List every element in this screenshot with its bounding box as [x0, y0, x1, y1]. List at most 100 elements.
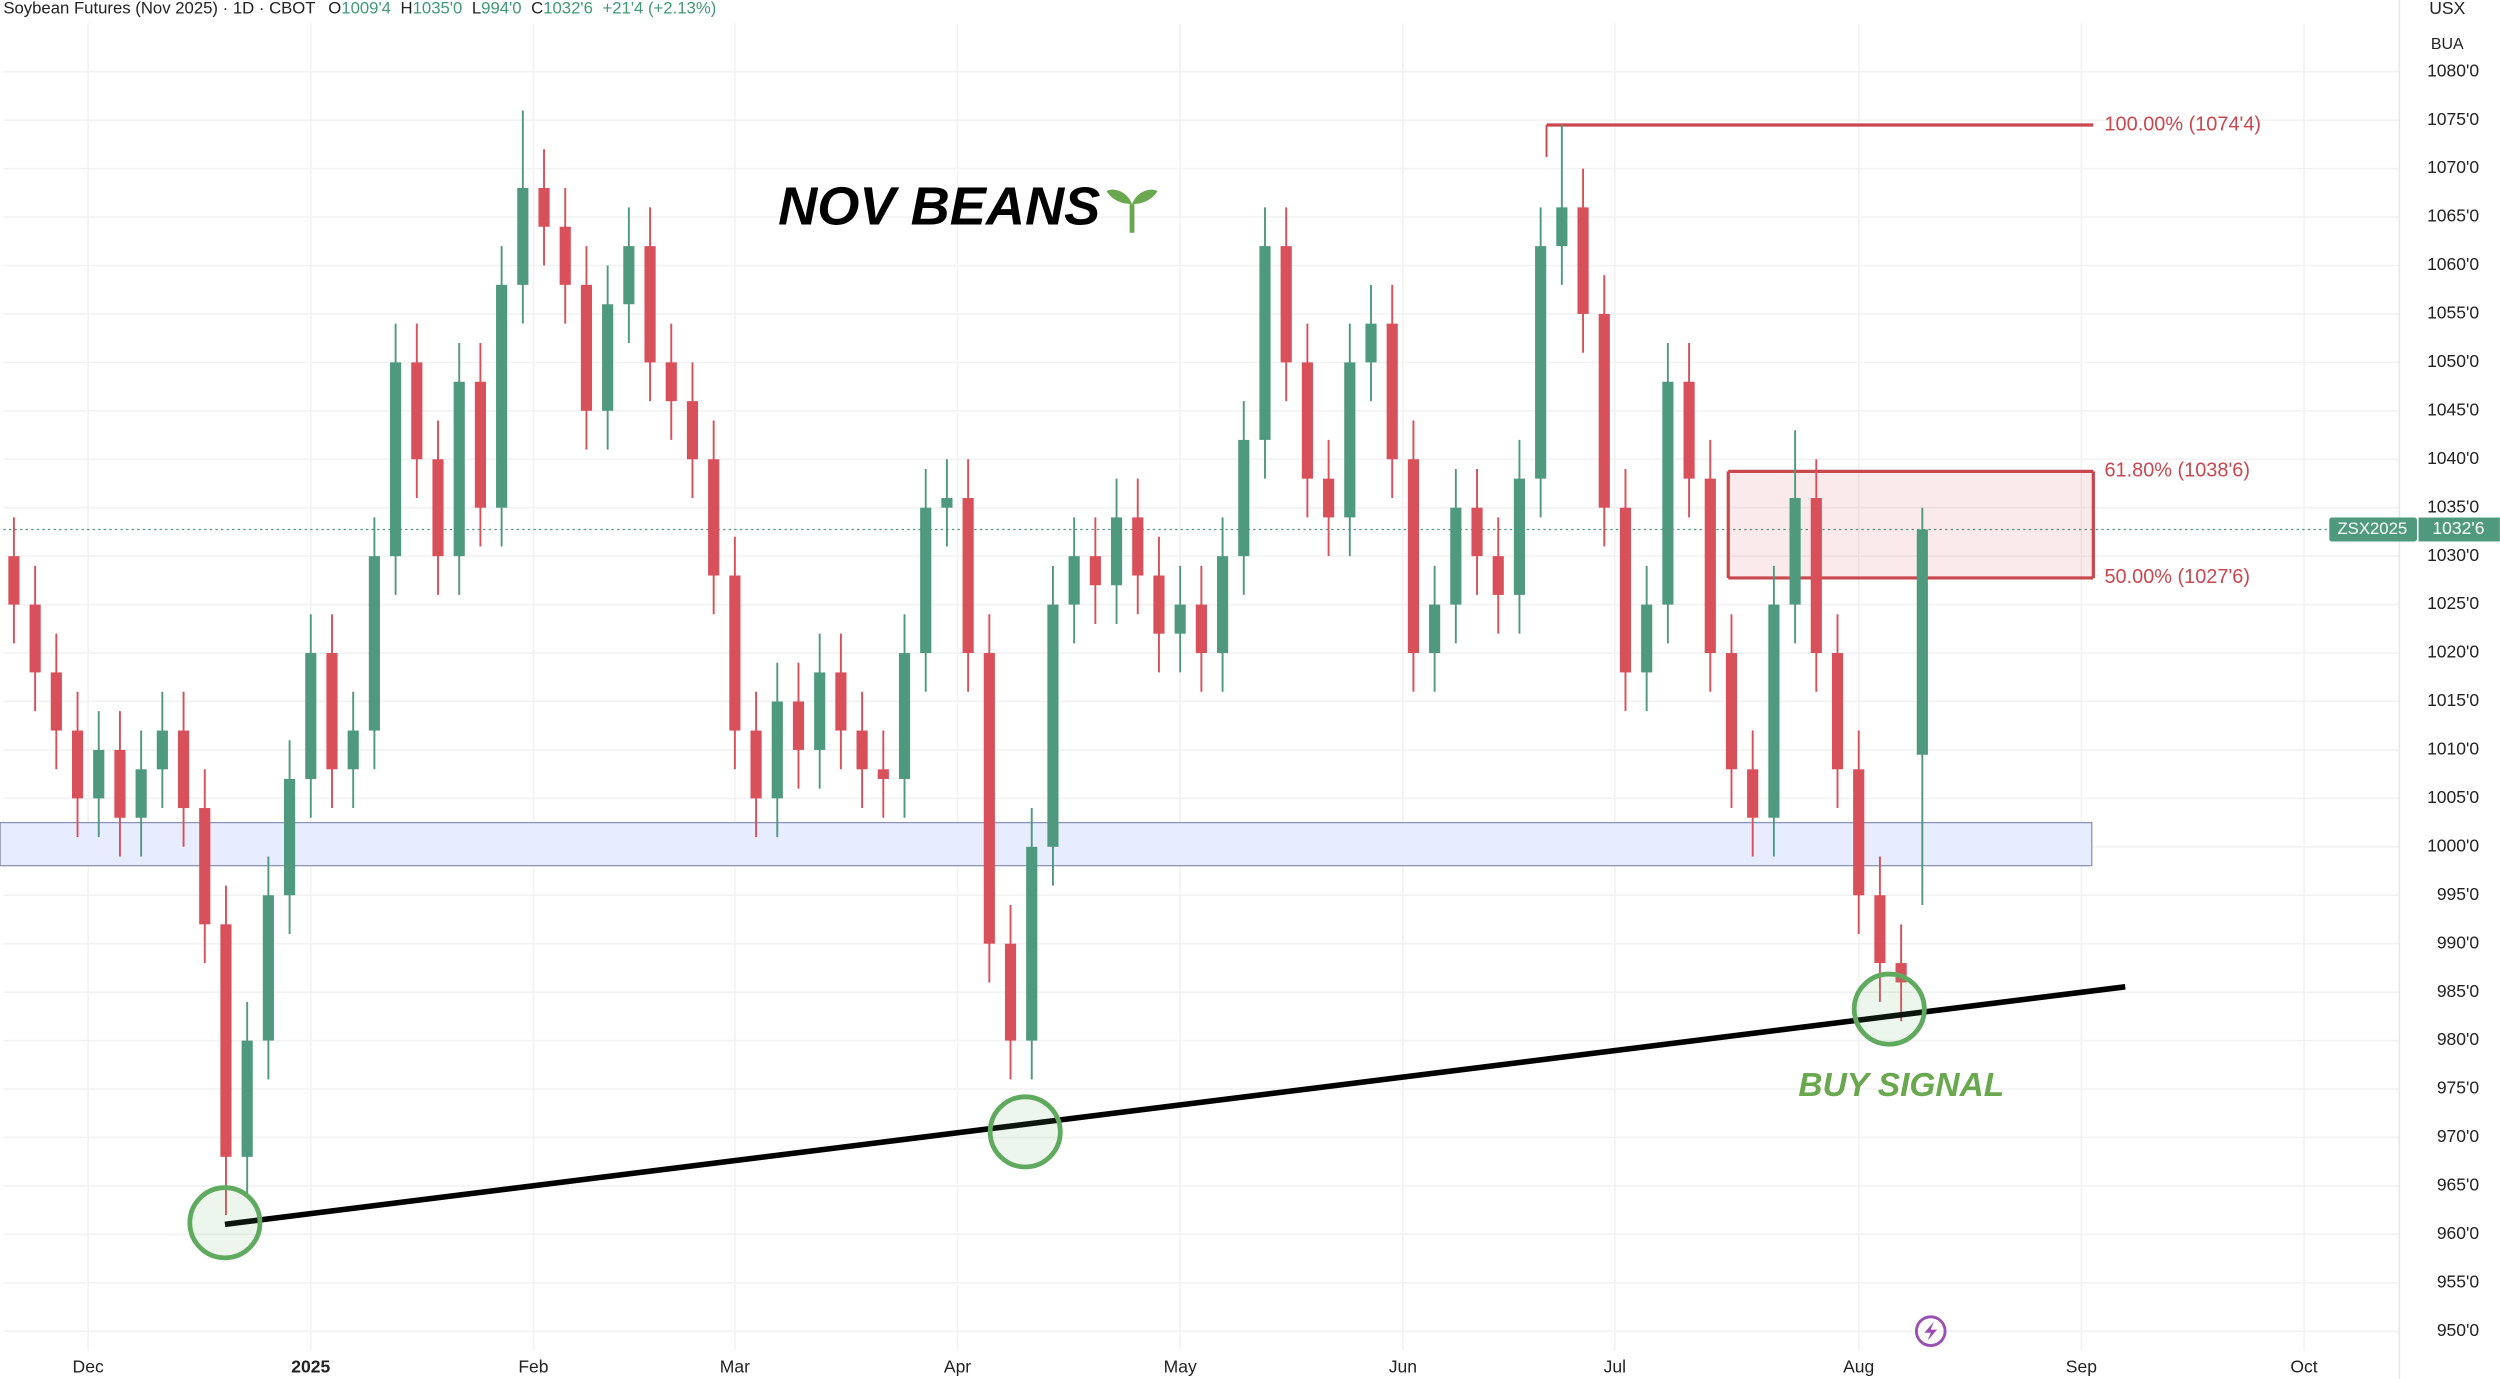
- low-circle: [187, 1185, 263, 1261]
- header-value: 1035'0: [413, 0, 463, 18]
- candle-body: [156, 730, 168, 770]
- candle-body: [453, 381, 465, 557]
- y-tick-label: 1060'0: [2427, 254, 2479, 274]
- y-tick-label: 1050'0: [2427, 351, 2479, 371]
- candle-body: [1217, 556, 1229, 654]
- candle-body: [1513, 478, 1526, 595]
- annotation-title: NOV BEANS: [778, 177, 1100, 237]
- candle-body: [135, 769, 147, 818]
- header-key: O: [328, 0, 341, 18]
- candle-body: [856, 730, 868, 770]
- candle-body: [1259, 246, 1271, 440]
- x-tick-label: Oct: [2290, 1356, 2317, 1376]
- candle-body: [1407, 459, 1420, 654]
- candle-body: [835, 672, 847, 731]
- candle-body: [1301, 362, 1313, 479]
- x-tick-label: Apr: [944, 1356, 971, 1376]
- fib-label: 50.00% (1027'6): [2105, 566, 2250, 588]
- candle-body: [114, 749, 126, 818]
- candle-body: [326, 653, 338, 770]
- header-value: 1032'6: [543, 0, 593, 18]
- y-tick-label: 1065'0: [2427, 206, 2479, 226]
- candle-body: [517, 187, 529, 285]
- candle-body: [1704, 478, 1716, 654]
- candle-body: [729, 575, 741, 731]
- y-tick-label: 985'0: [2437, 981, 2480, 1001]
- x-tick-label: Feb: [518, 1356, 548, 1376]
- candle-body: [1556, 207, 1568, 247]
- fib-zone: [1728, 471, 2094, 578]
- candle-body: [1874, 895, 1886, 964]
- y-tick-label: 980'0: [2437, 1029, 2480, 1049]
- candle-body: [305, 653, 317, 779]
- candle-body: [1577, 207, 1589, 314]
- candle-body: [898, 653, 911, 779]
- candle-body: [8, 556, 20, 605]
- y-tick-label: 995'0: [2437, 884, 2480, 904]
- candle-body: [1089, 556, 1101, 586]
- symbol-tag: [2329, 517, 2417, 542]
- header-key: L: [472, 0, 481, 18]
- x-tick-label: Jun: [1389, 1356, 1417, 1376]
- y-tick-label: 960'0: [2437, 1223, 2480, 1243]
- signal-label: BUY SIGNAL: [1798, 1067, 2004, 1104]
- candle-body: [1747, 769, 1759, 818]
- symbol-label: ZSX2025: [2337, 519, 2407, 538]
- candle-body: [962, 498, 974, 654]
- candle-body: [1789, 498, 1801, 605]
- header-value: 994'0: [481, 0, 521, 18]
- candle-body: [983, 653, 995, 944]
- candle-body: [71, 730, 84, 799]
- candle-body: [1619, 507, 1632, 673]
- candle-body: [50, 672, 62, 731]
- candle-body: [602, 304, 614, 411]
- candle-body: [877, 769, 889, 779]
- candle-body: [686, 401, 699, 460]
- y-tick-label: 1005'0: [2427, 787, 2479, 807]
- y-tick-label: 1040'0: [2427, 448, 2479, 468]
- candle-body: [644, 246, 656, 363]
- candle-body: [1810, 498, 1822, 654]
- x-tick-label: Mar: [720, 1356, 750, 1376]
- price-tag-label: 1032'6: [2432, 518, 2484, 538]
- price-axis: 950'0 955'0 960'0 965'0 970'0 975'0 980'0 985'0…: [73, 60, 2500, 1376]
- candle-body: [708, 459, 720, 576]
- candle-body: [1026, 846, 1038, 1041]
- candle-body: [1831, 653, 1844, 770]
- candle-body: [1047, 604, 1059, 847]
- candle-body: [93, 749, 105, 799]
- candle-body: [1853, 769, 1865, 896]
- trendline: [224, 984, 2126, 1228]
- candle-body: [1429, 604, 1441, 654]
- candles: [8, 110, 1928, 1215]
- header-key: H: [401, 0, 413, 18]
- low-circle: [1851, 971, 1927, 1047]
- candle-body: [1662, 381, 1674, 605]
- candle-body: [1280, 246, 1292, 363]
- candle-body: [1641, 604, 1653, 673]
- fib-label: 100.00% (1074'4): [2105, 113, 2262, 135]
- candle-body: [1725, 653, 1738, 770]
- y-tick-label: 1030'0: [2427, 545, 2479, 565]
- candle-body: [1895, 963, 1907, 983]
- candle-body: [220, 924, 232, 1157]
- candle-body: [199, 808, 211, 925]
- y-tick-label: 1035'0: [2427, 496, 2479, 516]
- candle-body: [1153, 575, 1165, 634]
- x-tick-label: May: [1164, 1356, 1197, 1376]
- candle-body: [750, 730, 762, 799]
- candle-body: [665, 362, 677, 402]
- header-value: 1009'4: [341, 0, 391, 18]
- candle-body: [390, 362, 402, 557]
- candle-body: [432, 459, 444, 557]
- header-change: +21'4 (+2.13%): [602, 0, 716, 18]
- candle-body: [368, 556, 380, 731]
- candle-body: [262, 895, 274, 1041]
- y-tick-label: 970'0: [2437, 1126, 2480, 1146]
- candle-body: [1916, 529, 1928, 755]
- x-tick-label: Dec: [73, 1356, 104, 1376]
- sprout-icon: [1106, 189, 1158, 233]
- candle-body: [1365, 323, 1377, 363]
- candle-body: [814, 672, 826, 750]
